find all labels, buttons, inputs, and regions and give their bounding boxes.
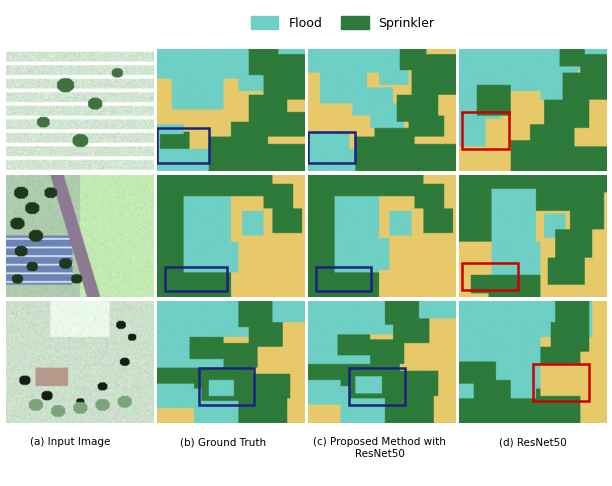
Bar [316,267,371,291]
Text: (b) Ground Truth: (b) Ground Truth [181,437,266,448]
Bar [349,368,405,405]
Bar [308,132,356,163]
Text: (c) Proposed Method with
ResNet50: (c) Proposed Method with ResNet50 [313,437,446,459]
Bar [165,267,226,291]
Legend: Flood, Sprinkler: Flood, Sprinkler [246,11,439,35]
Text: (d) ResNet50: (d) ResNet50 [499,437,566,448]
Bar [462,112,509,149]
Text: (a) Input Image: (a) Input Image [30,437,111,448]
Bar [157,128,209,163]
Bar [198,368,255,405]
Bar [462,263,518,290]
Bar [532,364,589,401]
